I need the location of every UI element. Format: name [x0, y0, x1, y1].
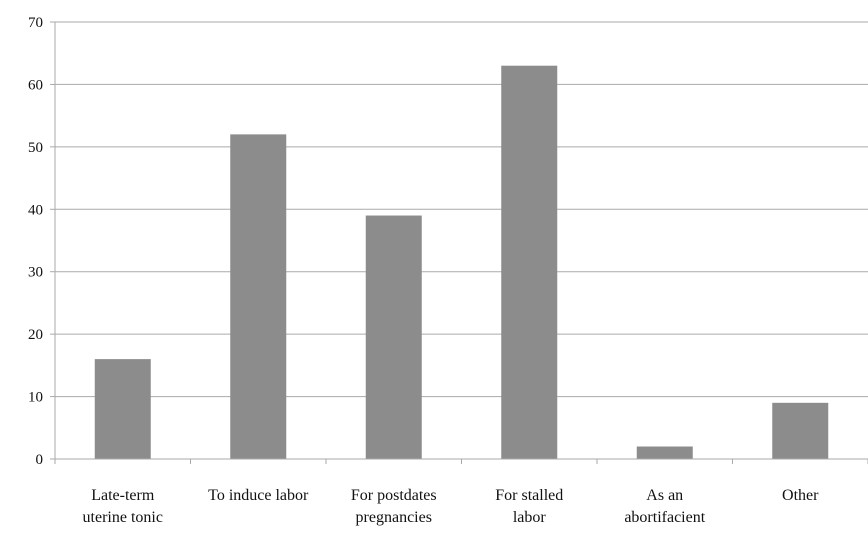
category-label: Late-term uterine tonic	[83, 487, 163, 526]
category-labels: Late-term uterine tonic To induce labor For…	[83, 487, 820, 526]
bar-1	[230, 134, 287, 459]
axes	[50, 21, 868, 464]
category-label: Other	[782, 487, 819, 504]
category-label-line: Other	[782, 487, 819, 504]
y-tick-label: 0	[36, 452, 44, 468]
gridlines	[55, 21, 868, 398]
y-tick-labels: 0 10 20 30 40 50 60 70	[28, 15, 43, 468]
y-tick-label: 30	[28, 265, 43, 281]
bar-3	[501, 65, 558, 459]
bar-2	[365, 215, 422, 459]
category-label-line: For stalled	[495, 487, 563, 504]
category-label: For postdates pregnancies	[351, 487, 437, 526]
bar-5	[772, 402, 829, 459]
bar-4	[636, 446, 693, 459]
category-label: To induce labor	[208, 487, 309, 504]
category-label-line: To induce labor	[208, 487, 309, 504]
y-tick-label: 70	[28, 15, 43, 31]
y-tick-label: 10	[28, 390, 43, 406]
category-label-line: uterine tonic	[83, 509, 163, 526]
y-tick-label: 20	[28, 327, 43, 343]
category-label-line: pregnancies	[356, 509, 432, 526]
category-label: As an abortifacient	[624, 487, 705, 526]
category-label: For stalled labor	[495, 487, 563, 526]
y-tick-label: 60	[28, 77, 43, 93]
category-label-line: abortifacient	[624, 509, 705, 526]
category-label-line: For postdates	[351, 487, 437, 504]
category-label-line: As an	[646, 487, 683, 504]
category-label-line: labor	[513, 509, 547, 526]
y-tick-label: 50	[28, 140, 43, 156]
category-label-line: Late-term	[91, 487, 155, 504]
y-tick-label: 40	[28, 202, 43, 218]
bar-0	[94, 359, 151, 459]
bars	[94, 65, 829, 459]
